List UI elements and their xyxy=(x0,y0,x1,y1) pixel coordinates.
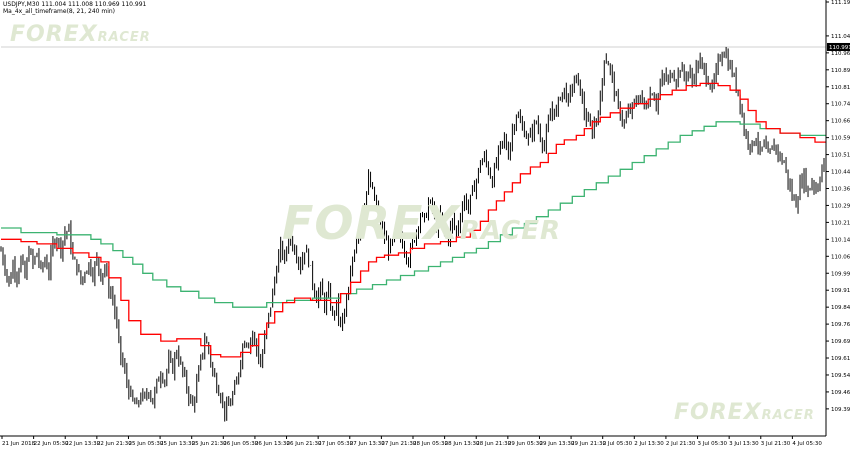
x-tick-label: 2 Jul 05:30 xyxy=(603,441,633,447)
y-tick-label: 110.215 xyxy=(831,220,850,226)
y-tick-label: 109.540 xyxy=(831,373,850,379)
indicator-info: Ma_4x_all_timeframe(8, 21, 240 min) xyxy=(3,8,116,15)
x-tick-label: 29 Jun 21:30 xyxy=(571,441,606,447)
x-tick-label: 27 Jun 05:30 xyxy=(318,441,353,447)
x-tick-label: 25 Jun 21:30 xyxy=(192,441,227,447)
x-tick-label: 26 Jun 21:30 xyxy=(287,441,322,447)
x-tick-label: 22 Jun 13:30 xyxy=(65,441,100,447)
x-tick-label: 4 Jul 05:30 xyxy=(792,441,822,447)
y-tick-label: 110.890 xyxy=(831,68,850,74)
x-tick-label: 2 Jul 21:30 xyxy=(666,441,696,447)
y-tick-label: 110.290 xyxy=(831,203,850,209)
watermark-logo-top: FOREXRACER xyxy=(10,22,151,47)
current-price-box xyxy=(827,42,850,51)
y-tick-label: 110.440 xyxy=(831,170,850,176)
y-tick-label: 110.515 xyxy=(831,153,850,159)
current-price-label: 110.991 xyxy=(829,45,850,51)
y-tick-label: 110.365 xyxy=(831,186,850,192)
x-tick-label: 28 Jun 13:30 xyxy=(445,441,480,447)
x-tick-label: 28 Jun 05:30 xyxy=(413,441,448,447)
y-tick-label: 110.965 xyxy=(831,51,850,57)
x-tick-label: 27 Jun 21:30 xyxy=(381,441,416,447)
x-tick-label: 22 Jun 05:30 xyxy=(34,441,69,447)
y-tick-label: 111.190 xyxy=(831,0,850,6)
y-tick-label: 109.915 xyxy=(831,288,850,294)
x-tick-label: 26 Jun 13:30 xyxy=(255,441,290,447)
x-tick-label: 27 Jun 13:30 xyxy=(350,441,385,447)
y-tick-label: 110.665 xyxy=(831,119,850,125)
x-tick-label: 3 Jul 13:30 xyxy=(729,441,759,447)
symbol-info: USDJPY,M30 111.004 111.008 110.969 110.9… xyxy=(3,1,147,8)
y-tick-label: 110.065 xyxy=(831,254,850,260)
y-tick-label: 110.740 xyxy=(831,102,850,108)
ma-red-line xyxy=(1,82,826,358)
x-tick-label: 3 Jul 21:30 xyxy=(761,441,791,447)
x-tick-label: 25 Jun 05:30 xyxy=(128,441,163,447)
watermark-logo-bottom: FOREXRACER xyxy=(674,400,815,425)
x-tick-label: 28 Jun 21:30 xyxy=(476,441,511,447)
y-tick-label: 109.390 xyxy=(831,407,850,413)
ma-green-line xyxy=(1,121,826,308)
x-tick-label: 29 Jun 05:30 xyxy=(508,441,543,447)
y-tick-label: 109.465 xyxy=(831,390,850,396)
y-tick-label: 109.765 xyxy=(831,322,850,328)
x-tick-label: 21 Jun 2018 xyxy=(2,441,36,447)
y-tick-label: 110.140 xyxy=(831,237,850,243)
x-tick-label: 3 Jul 05:30 xyxy=(698,441,728,447)
x-tick-label: 2 Jul 13:30 xyxy=(634,441,664,447)
watermark-logo-center: FOREXRACER xyxy=(282,196,562,250)
y-tick-label: 109.840 xyxy=(831,305,850,311)
y-tick-label: 109.615 xyxy=(831,356,850,362)
x-tick-label: 25 Jun 13:30 xyxy=(160,441,195,447)
x-tick-label: 26 Jun 05:30 xyxy=(223,441,258,447)
y-tick-label: 109.990 xyxy=(831,271,850,277)
y-tick-label: 110.590 xyxy=(831,136,850,142)
y-tick-label: 110.815 xyxy=(831,85,850,91)
x-tick-label: 22 Jun 21:30 xyxy=(97,441,132,447)
y-tick-label: 111.040 xyxy=(831,34,850,40)
x-tick-label: 29 Jun 13:30 xyxy=(539,441,574,447)
y-tick-label: 109.690 xyxy=(831,339,850,345)
